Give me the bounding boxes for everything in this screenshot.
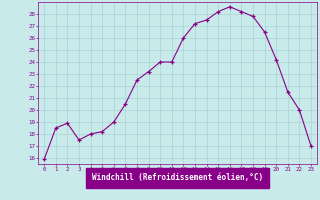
X-axis label: Windchill (Refroidissement éolien,°C): Windchill (Refroidissement éolien,°C) (92, 173, 263, 182)
